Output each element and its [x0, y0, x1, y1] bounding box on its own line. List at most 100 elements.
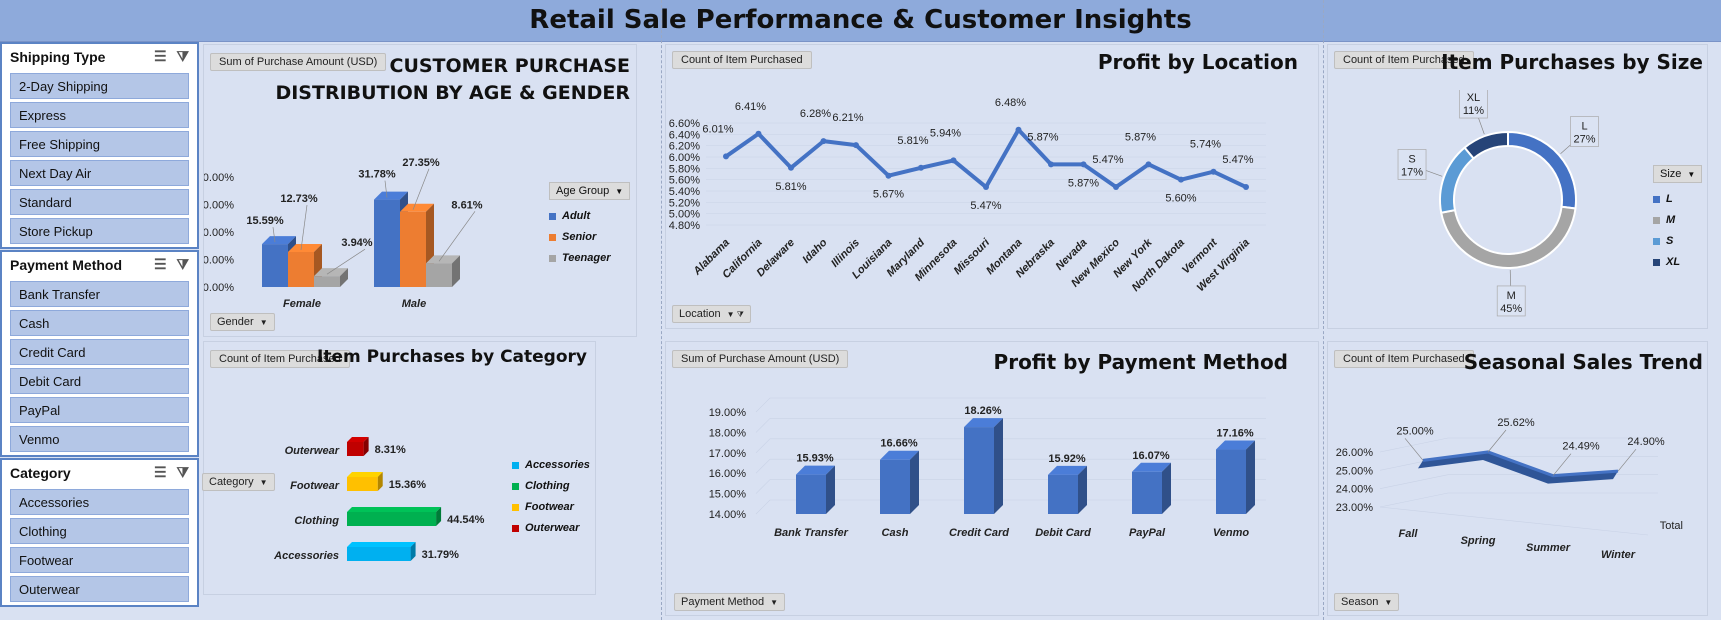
legend-item: L	[1653, 193, 1702, 205]
bar-top	[400, 203, 434, 212]
multi-select-icon[interactable]: ☰	[153, 256, 167, 272]
location-chart[interactable]: Count of Item Purchased Profit by Locati…	[665, 44, 1319, 329]
season-filter-button[interactable]: Season ▼	[1334, 593, 1400, 611]
slicer-item[interactable]: Footwear	[10, 547, 189, 573]
legend-item: Teenager	[549, 252, 630, 264]
bar-top	[880, 450, 919, 460]
bar-top	[1048, 465, 1087, 475]
bar	[314, 268, 348, 287]
y-tick-label: 20.00%	[204, 227, 234, 239]
donut-slice	[1439, 146, 1475, 214]
category-chart[interactable]: Count of Item Purchased Item Purchases b…	[202, 341, 596, 595]
legend-label: Footwear	[525, 501, 574, 513]
legend-item: Adult	[549, 210, 630, 222]
value-field-button[interactable]: Count of Item Purchased	[1334, 51, 1474, 69]
clear-filter-icon[interactable]: ⧩	[176, 256, 190, 272]
legend-filter-button[interactable]: Size ▼	[1653, 165, 1703, 183]
x-tick-label: Summer	[1526, 542, 1571, 554]
bar-side	[910, 450, 919, 514]
y-tick-label: Accessories	[273, 550, 339, 562]
slicer-item[interactable]: Free Shipping	[10, 131, 189, 157]
clear-filter-icon[interactable]: ⧩	[176, 464, 190, 480]
bar-side	[1246, 440, 1255, 514]
bar-front	[347, 442, 364, 456]
gender-filter-button[interactable]: Gender ▼	[210, 313, 275, 331]
slicer-item[interactable]: Clothing	[10, 518, 189, 544]
age-gender-chart[interactable]: Sum of Purchase Amount (USD) CUSTOMER PU…	[203, 44, 637, 337]
legend-label: S	[1666, 235, 1674, 247]
slicer-item[interactable]: Store Pickup	[10, 218, 189, 244]
category-legend: Accessories Clothing Footwear Outerwear	[512, 459, 590, 543]
leader-line	[384, 180, 388, 198]
value-field-button[interactable]: Sum of Purchase Amount (USD)	[210, 53, 387, 71]
slicer-item[interactable]: Standard	[10, 189, 189, 215]
slicer-item[interactable]: Credit Card	[10, 339, 189, 365]
slicer-item[interactable]: Express	[10, 102, 189, 128]
x-tick-label: Winter	[1601, 549, 1636, 561]
y-tick-label: 14.00%	[709, 509, 747, 521]
data-label: 5.87%	[1068, 177, 1099, 189]
bar-side	[436, 507, 442, 526]
slicer-item[interactable]: 2-Day Shipping	[10, 73, 189, 99]
slicer-payment-method[interactable]: Payment Method ☰ ⧩ Bank Transfer Cash Credit …	[0, 250, 199, 457]
clear-filter-icon[interactable]: ⧩	[176, 48, 190, 64]
slicer-item[interactable]: Cash	[10, 310, 189, 336]
payment-filter-button[interactable]: Payment Method ▼	[674, 593, 786, 611]
slicer-item[interactable]: Debit Card	[10, 368, 189, 394]
data-label: 45%	[1500, 303, 1522, 315]
multi-select-icon[interactable]: ☰	[153, 48, 167, 64]
data-label: 27%	[1573, 134, 1595, 146]
data-label: 5.87%	[1027, 131, 1058, 143]
leader-line	[1617, 448, 1637, 472]
slicer-item[interactable]: Bank Transfer	[10, 281, 189, 307]
bar-side	[826, 465, 835, 514]
bar-side	[1078, 465, 1087, 514]
data-label: 24.49%	[1562, 441, 1600, 453]
category-plot: Outerwear 8.31% Footwear 15.36% Clothing 44.5…	[273, 437, 485, 562]
legend-filter-button[interactable]: Age Group ▼	[549, 182, 631, 200]
data-label: 16.07%	[1132, 450, 1170, 462]
slicer-item[interactable]: Accessories	[10, 489, 189, 515]
gridline	[755, 458, 771, 474]
chart-title: Item Purchases by Size	[1441, 50, 1703, 74]
slicer-category[interactable]: Category ☰ ⧩ Accessories Clothing Footwear Out…	[0, 458, 199, 607]
gridline	[755, 479, 771, 494]
legend-label: Clothing	[525, 480, 570, 492]
donut-slice	[1463, 130, 1509, 160]
value-field-button[interactable]: Count of Item Purchased	[210, 350, 350, 368]
y-tick-label: 17.00%	[709, 448, 747, 460]
location-filter-button[interactable]: Location ▼ ⧩	[672, 305, 751, 323]
category-filter-button[interactable]: Category ▼	[202, 473, 275, 491]
x-tick-label: Credit Card	[949, 527, 1009, 539]
slicer-shipping-type[interactable]: Shipping Type ☰ ⧩ 2-Day Shipping Express Free…	[0, 42, 199, 249]
multi-select-icon[interactable]: ☰	[153, 464, 167, 480]
data-label: 5.87%	[1125, 131, 1156, 143]
x-tick-label: Venmo	[1213, 527, 1250, 539]
data-point	[918, 164, 924, 171]
data-label: 6.21%	[832, 112, 863, 124]
legend-item: Outerwear	[512, 522, 590, 534]
bar	[1048, 465, 1087, 514]
value-field-button[interactable]: Count of Item Purchased	[1334, 350, 1474, 368]
legend-label: M	[1666, 214, 1676, 226]
data-point	[723, 153, 729, 160]
y-tick-label: Footwear	[290, 480, 340, 492]
legend-swatch	[1653, 258, 1660, 266]
data-label: 16.66%	[880, 438, 918, 450]
slicer-item[interactable]: PayPal	[10, 397, 189, 423]
slicer-item[interactable]: Next Day Air	[10, 160, 189, 186]
value-field-button[interactable]: Sum of Purchase Amount (USD)	[672, 350, 849, 368]
data-label: 12.73%	[280, 193, 318, 205]
x-tick-label: Male	[402, 298, 426, 310]
size-chart[interactable]: Count of Item Purchased Item Purchases b…	[1327, 44, 1708, 329]
payment-chart[interactable]: Sum of Purchase Amount (USD) Profit by P…	[665, 341, 1319, 616]
season-chart[interactable]: Count of Item Purchased Seasonal Sales T…	[1327, 341, 1708, 616]
value-field-button[interactable]: Count of Item Purchased	[672, 51, 812, 69]
depth-axis-label: Total	[1660, 520, 1683, 532]
legend-swatch	[512, 461, 519, 469]
bar-front	[262, 244, 288, 287]
slicer-item[interactable]: Outerwear	[10, 576, 189, 602]
slicer-item[interactable]: Venmo	[10, 426, 189, 452]
chart-title: Item Purchases by Category	[317, 347, 587, 367]
legend-label: Teenager	[562, 252, 611, 264]
